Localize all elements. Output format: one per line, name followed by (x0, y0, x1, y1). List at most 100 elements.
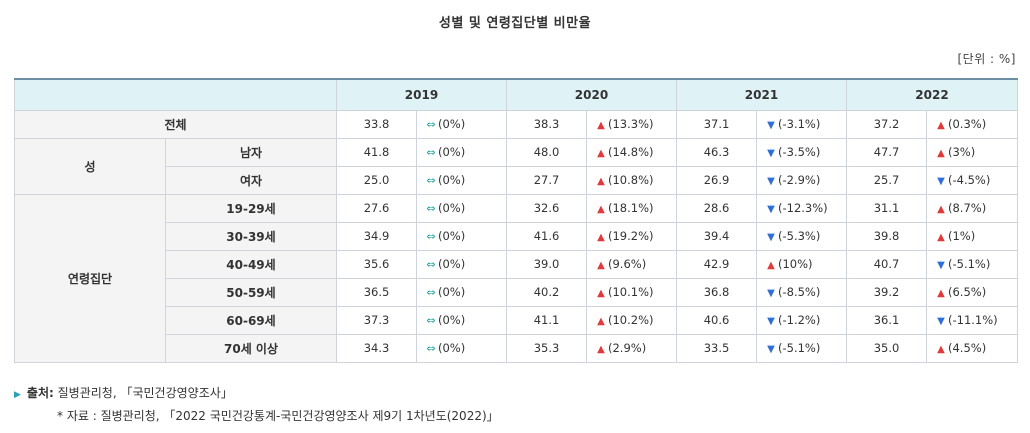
down-triangle-icon: ▼ (937, 316, 945, 327)
change-cell: ▼ (-5.1%) (926, 249, 1018, 279)
change-text: (14.8%) (608, 145, 654, 159)
value-cell: 41.1 (506, 305, 587, 335)
change-cell: ⇔ (0%) (416, 249, 507, 279)
change-text: (-5.1%) (948, 257, 991, 271)
change-text: (18.1%) (608, 201, 654, 215)
up-triangle-icon: ▲ (937, 232, 945, 243)
change-cell: ▲ (19.2%) (586, 221, 677, 251)
change-cell: ⇔ (0%) (416, 221, 507, 251)
value-cell: 39.0 (506, 249, 587, 279)
change-cell: ▼ (-2.9%) (756, 165, 847, 195)
value-cell: 36.1 (846, 305, 927, 335)
table-row: 성 남자 41.8 ⇔ (0%) 48.0 ▲ (14.8%) 46.3 ▼ (-3.5%) 47.7… (14, 137, 1018, 195)
down-triangle-icon: ▼ (767, 176, 775, 187)
row-label: 40-49세 (165, 249, 337, 279)
equal-arrow-icon: ⇔ (426, 174, 436, 187)
equal-arrow-icon: ⇔ (426, 230, 436, 243)
change-text: (6.5%) (948, 285, 987, 299)
value-cell: 41.8 (336, 137, 417, 167)
up-triangle-icon: ▲ (937, 344, 945, 355)
table-row: 60-69세 37.3 ⇔ (0%) 41.1 ▲ (10.2%) 40.6 ▼ (-1.2%) 3… (15, 305, 1018, 335)
change-cell: ▲ (0.3%) (926, 109, 1018, 139)
change-cell: ▲ (10.8%) (586, 165, 677, 195)
change-text: (0%) (438, 145, 466, 159)
change-cell: ▲ (3%) (926, 137, 1018, 167)
change-text: (1%) (948, 229, 976, 243)
year-header: 2019 (336, 78, 507, 111)
value-cell: 37.1 (676, 109, 757, 139)
change-text: (13.3%) (608, 117, 654, 131)
equal-arrow-icon: ⇔ (426, 314, 436, 327)
value-cell: 37.3 (336, 305, 417, 335)
change-cell: ▲ (10.1%) (586, 277, 677, 307)
change-cell: ▲ (4.5%) (926, 333, 1018, 363)
change-cell: ⇔ (0%) (416, 333, 507, 363)
change-text: (-8.5%) (778, 285, 821, 299)
change-cell: ▲ (10.2%) (586, 305, 677, 335)
table-body: 전체 33.8 ⇔ (0%) 38.3 ▲ (13.3%) 37.1 ▼ (-3.1%) 37.2 ▲… (14, 109, 1018, 363)
up-triangle-icon: ▲ (597, 316, 605, 327)
value-cell: 41.6 (506, 221, 587, 251)
value-cell: 40.2 (506, 277, 587, 307)
up-triangle-icon: ▲ (597, 232, 605, 243)
row-label: 전체 (14, 109, 337, 139)
change-cell: ▼ (-5.3%) (756, 221, 847, 251)
page-title: 성별 및 연령집단별 비만율 (438, 16, 592, 31)
value-cell: 39.2 (846, 277, 927, 307)
table-row: 연령집단 19-29세 27.6 ⇔ (0%) 32.6 ▲ (18.1%) 28.6 ▼ (-12… (14, 193, 1018, 363)
down-triangle-icon: ▼ (767, 232, 775, 243)
change-cell: ⇔ (0%) (416, 165, 507, 195)
value-cell: 33.8 (336, 109, 417, 139)
change-text: (8.7%) (948, 201, 987, 215)
row-label: 19-29세 (165, 193, 337, 223)
value-cell: 25.0 (336, 165, 417, 195)
table-row: 30-39세 34.9 ⇔ (0%) 41.6 ▲ (19.2%) 39.4 ▼ (-5.3%) 3… (15, 221, 1018, 251)
row-label: 60-69세 (165, 305, 337, 335)
year-header: 2022 (846, 78, 1018, 111)
change-text: (10.2%) (608, 313, 654, 327)
header-row: 2019 2020 2021 2022 (14, 78, 1018, 111)
group-label-sex: 성 (14, 137, 166, 195)
change-text: (10.1%) (608, 285, 654, 299)
change-cell: ▼ (-8.5%) (756, 277, 847, 307)
change-cell: ▲ (13.3%) (586, 109, 677, 139)
change-text: (4.5%) (948, 341, 987, 355)
value-cell: 34.9 (336, 221, 417, 251)
equal-arrow-icon: ⇔ (426, 258, 436, 271)
equal-arrow-icon: ⇔ (426, 202, 436, 215)
obesity-rate-table: 2019 2020 2021 2022 전체 33.8 ⇔ (0%) 38.3 ▲ (13.… (14, 78, 1018, 363)
up-triangle-icon: ▲ (937, 120, 945, 131)
change-cell: ▲ (2.9%) (586, 333, 677, 363)
change-cell: ⇔ (0%) (416, 137, 507, 167)
change-cell: ▲ (1%) (926, 221, 1018, 251)
change-cell: ▼ (-3.1%) (756, 109, 847, 139)
value-cell: 33.5 (676, 333, 757, 363)
unit-label: [단위 : %] (957, 52, 1016, 66)
value-cell: 39.4 (676, 221, 757, 251)
row-label: 70세 이상 (165, 333, 337, 363)
change-text: (0%) (438, 117, 466, 131)
value-cell: 27.6 (336, 193, 417, 223)
table-row: 전체 33.8 ⇔ (0%) 38.3 ▲ (13.3%) 37.1 ▼ (-3.1%) 37.2 ▲… (14, 109, 1018, 139)
change-text: (-11.1%) (948, 313, 998, 327)
change-cell: ⇔ (0%) (416, 277, 507, 307)
change-text: (-2.9%) (778, 173, 821, 187)
change-text: (0%) (438, 173, 466, 187)
row-label: 30-39세 (165, 221, 337, 251)
equal-arrow-icon: ⇔ (426, 118, 436, 131)
value-cell: 42.9 (676, 249, 757, 279)
year-header: 2021 (676, 78, 847, 111)
bullet-icon: ▶ (14, 390, 21, 400)
change-text: (19.2%) (608, 229, 654, 243)
change-cell: ▼ (-1.2%) (756, 305, 847, 335)
table-row: 50-59세 36.5 ⇔ (0%) 40.2 ▲ (10.1%) 36.8 ▼ (-8.5%) 3… (15, 277, 1018, 307)
value-cell: 36.8 (676, 277, 757, 307)
value-cell: 25.7 (846, 165, 927, 195)
change-text: (0%) (438, 229, 466, 243)
group-label-age: 연령집단 (14, 193, 166, 363)
equal-arrow-icon: ⇔ (426, 286, 436, 299)
change-cell: ⇔ (0%) (416, 193, 507, 223)
change-text: (-1.2%) (778, 313, 821, 327)
value-cell: 40.7 (846, 249, 927, 279)
value-cell: 32.6 (506, 193, 587, 223)
